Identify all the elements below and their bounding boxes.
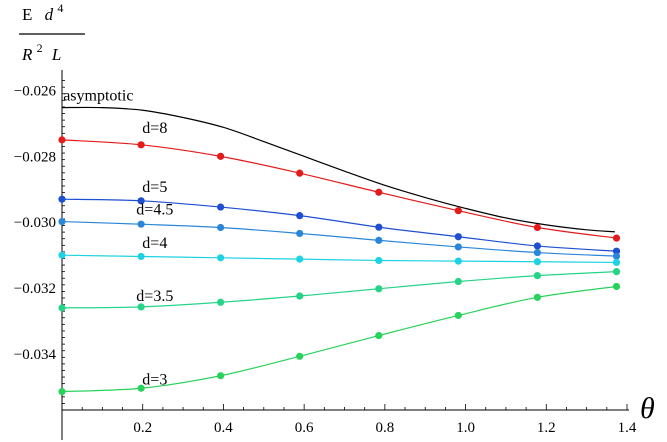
y-axis-label: E d 4 R 2 L bbox=[19, 1, 85, 64]
y-tick-label: −0.034 bbox=[14, 347, 57, 363]
data-point-d-5 bbox=[58, 195, 66, 203]
x-tick-label: 0.4 bbox=[214, 420, 233, 436]
svg-text:E d 4: E d 4 bbox=[22, 1, 63, 24]
data-point-d-3 bbox=[533, 293, 542, 301]
data-point-d-5 bbox=[533, 242, 542, 250]
axes: −0.026 −0.028 −0.030 −0.032 −0.034 0.2 0.4 0.6 0… bbox=[14, 70, 637, 440]
data-point-d-3 bbox=[137, 384, 145, 392]
series-label-d-5: d=5 bbox=[142, 179, 167, 196]
series-label-d-3-5: d=3.5 bbox=[136, 288, 173, 305]
data-point-d-4-5 bbox=[296, 229, 304, 238]
ylabel-numerator-exp: 4 bbox=[57, 1, 63, 15]
data-point-d-3-5 bbox=[217, 298, 225, 306]
series-label-d-8: d=8 bbox=[142, 120, 167, 137]
data-point-d-3-5 bbox=[137, 303, 145, 311]
data-point-d-4 bbox=[296, 255, 304, 263]
x-tick-label: 0.6 bbox=[295, 420, 314, 436]
ylabel-numerator: E bbox=[22, 5, 32, 24]
data-point-d-4-5 bbox=[612, 252, 621, 260]
data-point-d-3-5 bbox=[296, 292, 304, 300]
series-label-d-3: d=3 bbox=[142, 372, 167, 389]
series-line-d-4-5 bbox=[61, 220, 617, 257]
series-label-d-4-5: d=4.5 bbox=[136, 202, 173, 219]
data-point-d-4-5 bbox=[58, 217, 66, 226]
data-point-d-4-5 bbox=[217, 223, 225, 232]
data-point-d-3-5 bbox=[375, 285, 383, 293]
ylabel-denominator-var: L bbox=[51, 45, 61, 64]
x-axis-label: θ bbox=[640, 392, 655, 425]
data-point-d-8 bbox=[375, 188, 383, 196]
data-point-d-3-5 bbox=[533, 272, 542, 280]
series-layer bbox=[58, 106, 621, 396]
data-point-d-4 bbox=[454, 257, 462, 265]
data-point-d-4-5 bbox=[533, 248, 542, 257]
y-tick-label: −0.026 bbox=[14, 83, 57, 99]
data-point-d-8 bbox=[137, 141, 145, 149]
data-point-d-5 bbox=[612, 247, 621, 255]
data-point-d-8 bbox=[296, 169, 304, 177]
data-point-d-3 bbox=[217, 372, 225, 380]
data-point-d-3 bbox=[454, 311, 462, 320]
data-point-d-4-5 bbox=[137, 220, 145, 228]
data-point-d-4-5 bbox=[454, 243, 462, 251]
data-point-d-3 bbox=[58, 387, 66, 396]
data-point-d-5 bbox=[217, 203, 225, 211]
data-point-d-5 bbox=[296, 212, 304, 220]
data-point-d-8 bbox=[612, 234, 621, 242]
x-tick-label: 0.8 bbox=[375, 420, 394, 436]
svg-text:R 2 L: R 2 L bbox=[21, 37, 61, 64]
ylabel-denominator-exp: 2 bbox=[37, 41, 43, 55]
data-point-d-4 bbox=[137, 252, 145, 261]
y-tick-label: −0.032 bbox=[14, 281, 56, 297]
data-point-d-3-5 bbox=[58, 304, 66, 312]
series-label-d-4: d=4 bbox=[142, 235, 167, 252]
data-point-d-8 bbox=[58, 136, 66, 144]
data-point-d-4-5 bbox=[375, 236, 383, 244]
x-tick-label: 1.2 bbox=[537, 420, 556, 436]
data-point-d-8 bbox=[533, 223, 542, 232]
series-line-d-3 bbox=[61, 285, 617, 393]
data-point-d-4 bbox=[217, 254, 225, 262]
data-point-d-4 bbox=[375, 256, 383, 265]
data-point-d-5 bbox=[375, 223, 383, 231]
ylabel-numerator-var: d bbox=[45, 5, 54, 24]
data-point-d-5 bbox=[137, 197, 145, 205]
x-tick-label: 1.0 bbox=[456, 420, 475, 436]
series-labels: asymptotic d=8 d=5 d=4.5 d=4 d=3.5 d=3 bbox=[63, 88, 173, 389]
series-line-asymptotic bbox=[61, 106, 615, 233]
data-point-d-8 bbox=[217, 152, 225, 160]
data-point-d-4 bbox=[533, 258, 542, 266]
data-point-d-3-5 bbox=[612, 268, 621, 276]
data-point-d-3 bbox=[375, 331, 383, 340]
x-tick-label: 1.4 bbox=[618, 420, 637, 436]
ylabel-denominator: R bbox=[21, 45, 33, 64]
series-line-d-8 bbox=[61, 139, 617, 239]
data-point-d-4 bbox=[58, 251, 66, 259]
data-point-d-3 bbox=[296, 352, 304, 360]
data-point-d-3-5 bbox=[454, 277, 462, 286]
data-point-d-3 bbox=[612, 282, 621, 291]
y-tick-label: −0.028 bbox=[14, 149, 56, 165]
series-line-d-3-5 bbox=[61, 271, 617, 309]
data-point-d-8 bbox=[454, 207, 462, 215]
data-point-d-4 bbox=[612, 258, 621, 267]
series-line-d-5 bbox=[61, 198, 617, 252]
x-tick-label: 0.2 bbox=[133, 420, 152, 436]
data-point-d-5 bbox=[454, 233, 462, 241]
y-tick-label: −0.030 bbox=[14, 215, 56, 231]
series-line-d-4 bbox=[61, 254, 617, 264]
series-label-asymptotic: asymptotic bbox=[63, 88, 133, 105]
